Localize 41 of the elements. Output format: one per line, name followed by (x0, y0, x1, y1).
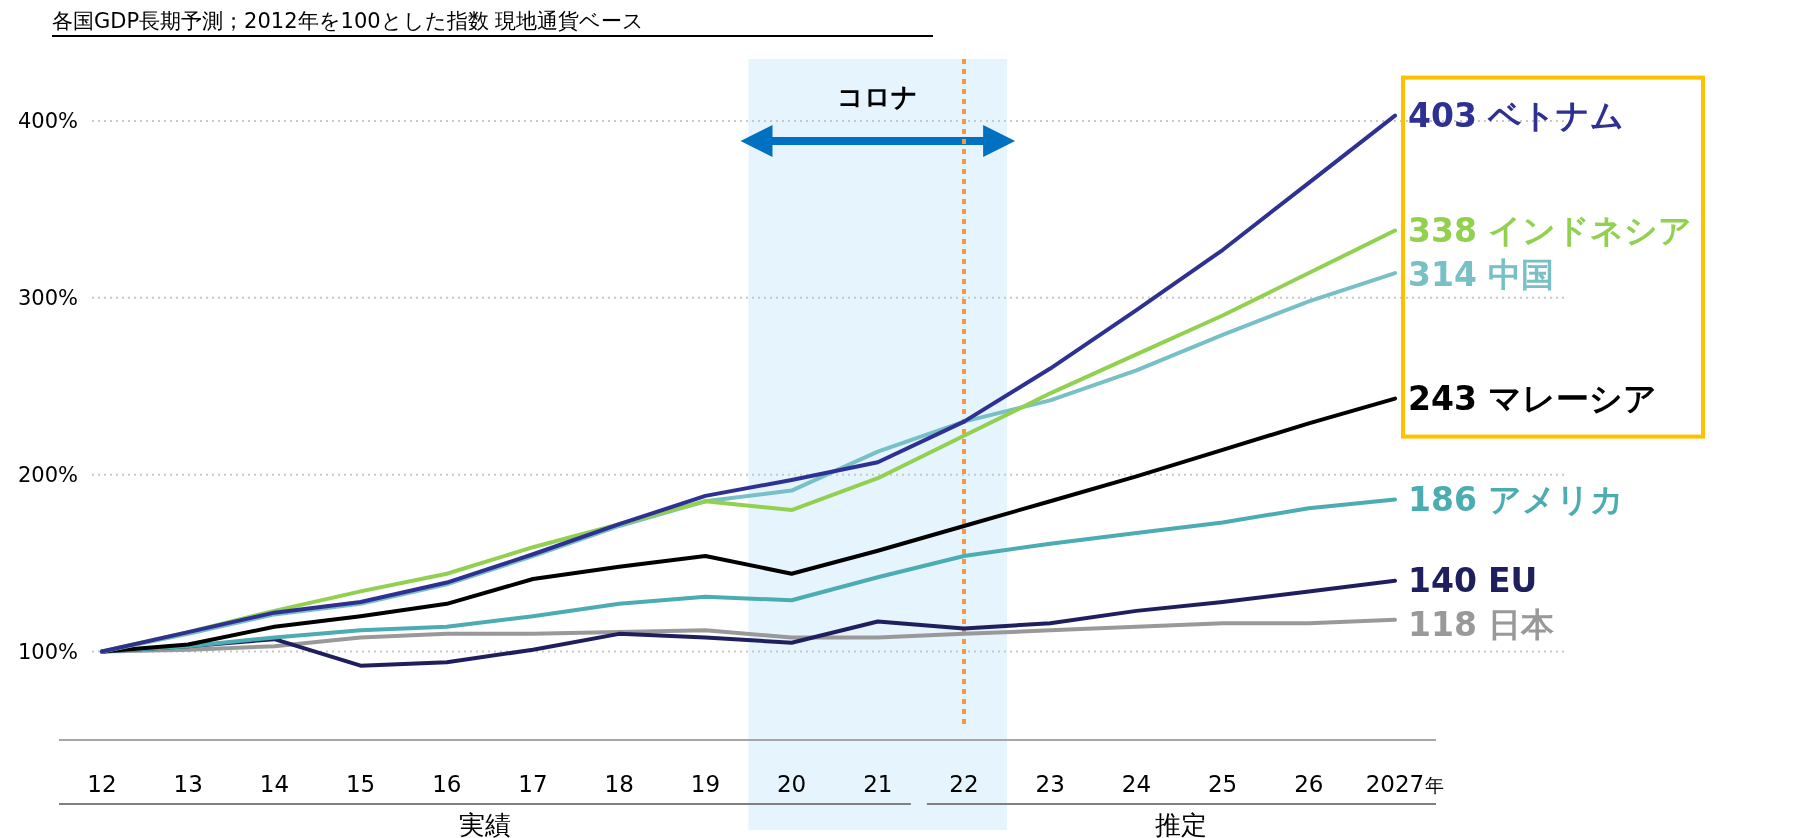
x-tick-label: 12 (87, 771, 117, 797)
text: ベトナム (1487, 96, 1624, 136)
data-label: 243 (1408, 379, 1477, 419)
x-tick-label: 2027 (1365, 771, 1425, 797)
x-tick-label: 20 (776, 771, 807, 797)
text: 中国 (1488, 255, 1554, 295)
x-tick-label: 18 (604, 771, 634, 797)
y-tick-label: 400% (18, 109, 79, 134)
x-tick-label: 15 (345, 771, 376, 797)
y-tick-label: 100% (18, 639, 79, 664)
x-tick-label: 23 (1035, 771, 1065, 797)
text: 推定 (1155, 810, 1208, 838)
x-tick-label: 16 (432, 771, 462, 797)
x-tick-label: 25 (1207, 771, 1238, 797)
data-label: 403 (1408, 96, 1477, 136)
line-series (100, 113, 1397, 654)
line-series (100, 396, 1397, 654)
text: マレーシア (1488, 379, 1657, 419)
x-tick-label: 24 (1121, 771, 1152, 797)
x-tick-label: 14 (259, 771, 290, 797)
text: アメリカ (1488, 479, 1624, 519)
text: 実績 (458, 810, 511, 838)
x-tick-label: 26 (1294, 771, 1324, 797)
band-label: コロナ (837, 82, 919, 112)
x-tick-label: 22 (949, 771, 979, 797)
chart-title: 各国GDP長期予測；2012年を100とした指数 現地通貨ベース (52, 9, 645, 33)
x-axis-title: 年 (1425, 774, 1444, 796)
data-label: 314 (1408, 255, 1477, 295)
data-label: 338 (1408, 211, 1477, 251)
text: EU (1488, 561, 1538, 601)
x-tick-label: 19 (690, 771, 721, 797)
data-label: 118 (1408, 605, 1477, 645)
x-tick-label: 17 (518, 771, 548, 797)
x-tick-label: 13 (173, 771, 203, 797)
text: 日本 (1488, 605, 1555, 645)
data-label: 186 (1408, 479, 1477, 519)
text: インドネシア (1488, 211, 1692, 251)
y-tick-label: 300% (18, 286, 79, 311)
x-tick-label: 21 (863, 771, 893, 797)
data-label: 140 (1408, 561, 1477, 601)
y-tick-label: 200% (18, 463, 79, 488)
